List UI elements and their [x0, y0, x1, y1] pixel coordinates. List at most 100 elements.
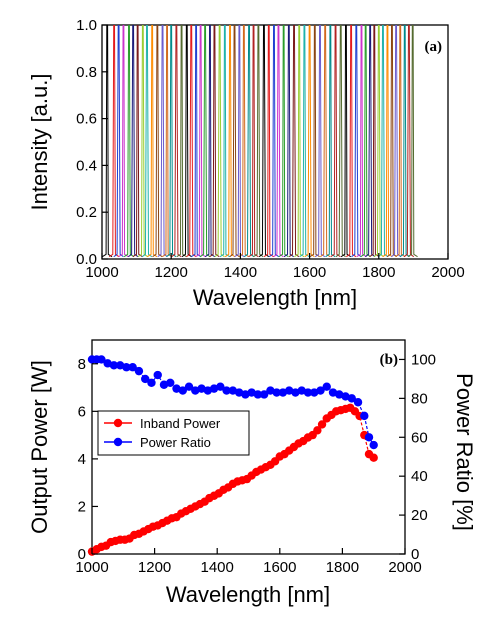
- spectrum-line: [253, 25, 264, 258]
- y-tick-label: 1.0: [76, 17, 97, 34]
- power-ratio-point: [253, 390, 263, 399]
- spectrum-line: [345, 25, 357, 258]
- spectrum-line: [141, 25, 153, 258]
- panel-b-power-chart: 1000 1200 1400 1600 1800 2000 0 2 4 6 8 0 20 40 60 80…: [27, 339, 477, 607]
- power-ratio-point: [259, 390, 269, 399]
- y-tick-label: 0.4: [76, 157, 97, 174]
- spectrum-line: [166, 25, 177, 258]
- spectrum-line: [199, 25, 211, 258]
- power-ratio-point: [216, 382, 225, 391]
- x-tick-label: 2000: [388, 559, 421, 576]
- spectrum-line: [171, 25, 182, 258]
- power-ratio-point: [360, 411, 369, 421]
- spectrum-line: [209, 25, 220, 258]
- power-ratio-point: [272, 388, 281, 397]
- x-tick-label: 2000: [431, 264, 464, 281]
- spectrum-line: [176, 25, 187, 258]
- panel-b-x-axis-title: Wavelength [nm]: [166, 582, 330, 607]
- panel-a-x-axis-title: Wavelength [nm]: [193, 285, 357, 310]
- y-tick-label: 0.2: [76, 204, 97, 221]
- x-tick-label: 1600: [263, 559, 296, 576]
- power-ratio-point: [166, 378, 175, 387]
- spectrum-line: [229, 25, 240, 258]
- inband-power-point: [313, 426, 322, 435]
- y-tick-label: 0.0: [76, 251, 97, 268]
- spectrum-line: [330, 25, 341, 258]
- power-ratio-point: [322, 382, 331, 391]
- inband-power-point: [369, 453, 378, 462]
- panel-b-right-y-ticks: 0 20 40 60 80 100: [399, 351, 436, 563]
- panel-a-label: (a): [425, 39, 443, 55]
- x-tick-label: 1400: [224, 264, 257, 281]
- x-tick-label: 1000: [75, 559, 108, 576]
- y-tick-label: 0.8: [76, 64, 97, 81]
- spectrum-line: [278, 25, 289, 258]
- power-ratio-point: [178, 386, 187, 395]
- spectrum-line: [309, 25, 320, 258]
- spectrum-line: [304, 25, 315, 258]
- panel-b-legend: Inband Power Power Ratio: [97, 410, 250, 456]
- y-right-tick-label: 60: [411, 429, 428, 446]
- spectrum-line: [248, 25, 259, 258]
- power-ratio-point: [316, 386, 325, 395]
- y-tick-label: 2: [78, 498, 86, 515]
- power-ratio-point: [128, 363, 137, 372]
- panel-b-label: (b): [380, 352, 398, 368]
- y-tick-label: 8: [78, 356, 86, 373]
- x-tick-label: 1200: [155, 264, 188, 281]
- y-right-tick-label: 0: [411, 546, 419, 563]
- legend-box: [97, 410, 250, 456]
- power-ratio-point: [141, 374, 150, 384]
- power-ratio-point: [134, 366, 144, 376]
- power-ratio-point: [153, 370, 162, 380]
- panel-a-plot-frame: [101, 24, 449, 260]
- panel-b-x-ticks: 1000 1200 1400 1600 1800 2000: [75, 548, 422, 576]
- panel-a-x-ticks: 1000 1200 1400 1600 1800 2000: [85, 253, 465, 281]
- spectrum-line: [214, 25, 225, 258]
- spectrum-line: [335, 25, 346, 258]
- legend-ratio-label: Power Ratio: [140, 435, 211, 450]
- legend-ratio-marker: [113, 437, 123, 447]
- spectrum-line: [340, 25, 352, 258]
- spectrum-line: [118, 25, 129, 258]
- power-ratio-point: [222, 386, 231, 395]
- spectrum-line: [219, 25, 230, 258]
- power-ratio-point: [347, 394, 356, 403]
- x-tick-label: 1800: [362, 264, 395, 281]
- power-ratio-point: [122, 363, 131, 372]
- y-right-tick-label: 40: [411, 468, 428, 485]
- spectrum-line: [273, 25, 284, 258]
- power-ratio-point: [147, 378, 156, 387]
- panel-b-series: [87, 355, 378, 556]
- spectrum-line: [263, 25, 274, 258]
- power-ratio-point: [303, 388, 313, 397]
- panel-b-left-y-axis-title: Output Power [W]: [27, 360, 52, 534]
- spectrum-line: [102, 25, 113, 258]
- spectrum-line: [113, 25, 124, 258]
- spectrum-line: [186, 25, 197, 258]
- spectrum-line: [283, 25, 294, 258]
- spectrum-line: [407, 25, 418, 258]
- panel-b-plot-frame: [91, 339, 406, 555]
- power-ratio-point: [369, 440, 378, 450]
- y-right-tick-label: 20: [411, 507, 428, 524]
- y-tick-label: 6: [78, 403, 86, 420]
- spectrum-line: [288, 25, 300, 258]
- x-tick-label: 1600: [293, 264, 326, 281]
- inband-power-point: [317, 420, 327, 429]
- power-ratio-point: [353, 398, 363, 407]
- panel-a-spectra-lines: [102, 25, 418, 258]
- x-tick-label: 1800: [326, 559, 359, 576]
- y-right-tick-label: 100: [411, 351, 436, 368]
- spectrum-line: [132, 25, 143, 258]
- panel-a-y-ticks: 0.0 0.2 0.4 0.6 0.8 1.0: [76, 17, 108, 268]
- y-tick-label: 0.6: [76, 111, 97, 128]
- y-tick-label: 0: [78, 546, 86, 563]
- panel-b-left-y-ticks: 0 2 4 6 8: [78, 356, 98, 563]
- spectrum-line: [294, 25, 305, 258]
- spectrum-line: [314, 25, 326, 258]
- y-tick-label: 4: [78, 451, 86, 468]
- y-right-tick-label: 80: [411, 390, 428, 407]
- spectrum-line: [238, 25, 249, 258]
